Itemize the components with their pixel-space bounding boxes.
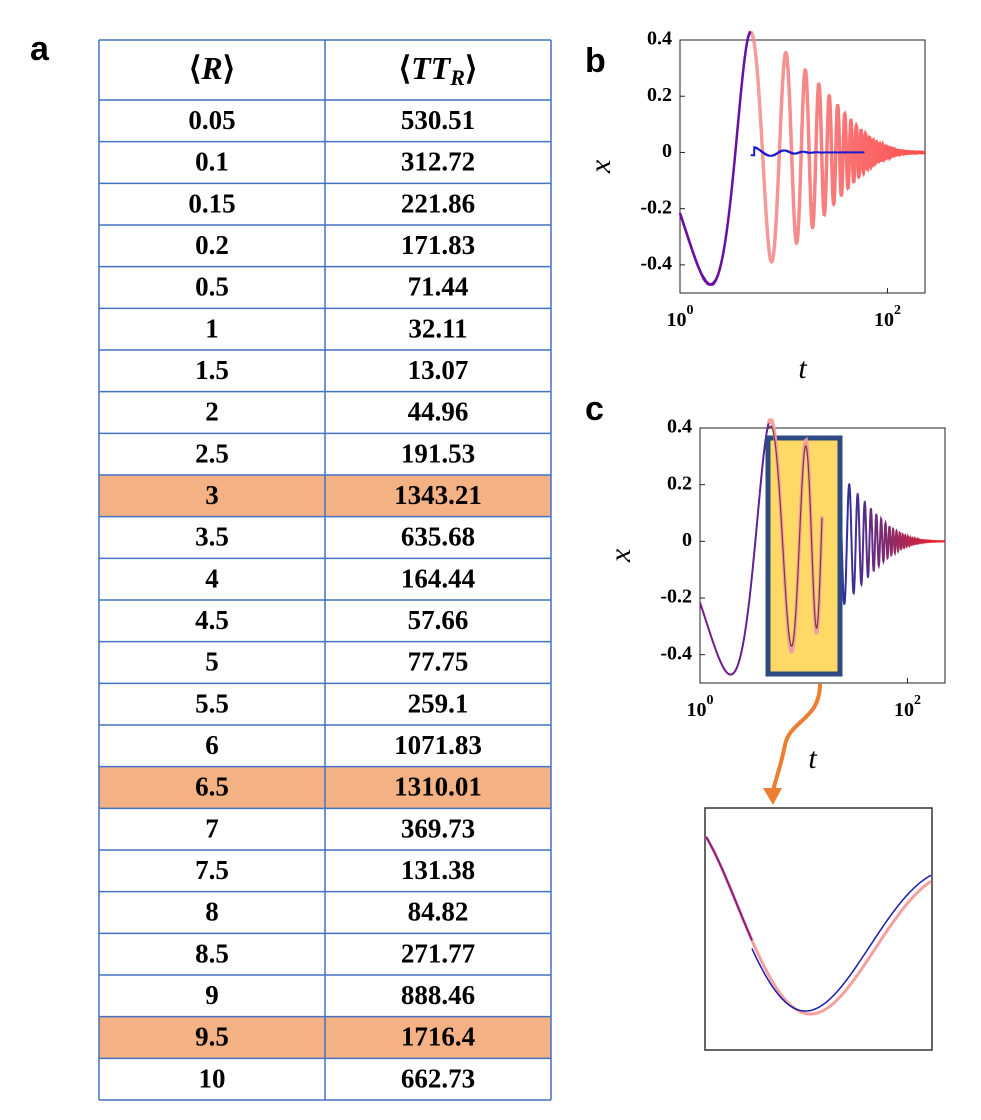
table-cell: 312.72 — [401, 147, 475, 177]
tick-base: 10 — [687, 699, 707, 721]
y-tick-label: 0.2 — [647, 84, 672, 106]
arrow-head — [763, 788, 782, 805]
x-tick-label: 102 — [894, 693, 921, 720]
table-cell: 5 — [205, 647, 219, 677]
table-cell: 8.5 — [195, 938, 229, 968]
table-cell: 1071.83 — [394, 730, 482, 760]
y-tick-label: 0 — [662, 140, 672, 162]
table-cell: 369.73 — [401, 813, 475, 843]
table-cell: 4.5 — [195, 605, 229, 635]
table-cell: 271.77 — [401, 938, 475, 968]
tick-exp: 2 — [914, 693, 921, 708]
table-cell: 2.5 — [195, 438, 229, 468]
table-cell: 191.53 — [401, 438, 475, 468]
table-cell: 9.5 — [195, 1022, 229, 1052]
table-cell: 57.66 — [408, 605, 469, 635]
curve — [749, 30, 927, 264]
table-cell: 0.1 — [195, 147, 229, 177]
table-cell: 2 — [205, 397, 219, 427]
curve — [678, 30, 752, 286]
panel-label: b — [585, 42, 606, 80]
y-tick-label: 0.4 — [647, 28, 672, 50]
panel-label: c — [585, 390, 604, 428]
table-cell: 1716.4 — [401, 1022, 475, 1052]
header-part: ⟨ — [399, 50, 411, 86]
table-cell: 662.73 — [401, 1063, 475, 1093]
table-header: ⟨TTR⟩ — [399, 50, 478, 90]
x-axis-label: t — [798, 352, 807, 385]
header-part: R — [200, 50, 222, 86]
tick-exp: 0 — [687, 303, 694, 318]
table-cell: 171.83 — [401, 230, 475, 260]
header-part: ⟩ — [465, 50, 477, 86]
header-part: ⟩ — [223, 50, 235, 86]
y-tick-label: -0.2 — [640, 196, 672, 218]
y-tick-label: 0 — [682, 529, 692, 551]
table-cell: 13.07 — [408, 355, 469, 385]
y-tick-label: 0.4 — [667, 416, 692, 438]
table-cell: 77.75 — [408, 647, 469, 677]
header-part: R — [449, 65, 465, 90]
x-tick-label: 100 — [687, 693, 714, 720]
table-cell: 1 — [205, 313, 219, 343]
table-cell: 32.11 — [408, 313, 467, 343]
inset-frame — [704, 807, 933, 1051]
table-cell: 0.15 — [188, 188, 235, 218]
table-cell: 3 — [205, 480, 219, 510]
x-tick-label: 100 — [667, 303, 694, 330]
tick-base: 10 — [667, 309, 687, 331]
table-cell: 164.44 — [401, 563, 475, 593]
header-part: ⟨ — [189, 50, 201, 86]
table-cell: 259.1 — [408, 688, 469, 718]
table-cell: 10 — [199, 1063, 226, 1093]
table-cell: 131.38 — [401, 855, 475, 885]
table-cell: 3.5 — [195, 522, 229, 552]
table-cell: 7.5 — [195, 855, 229, 885]
arrow — [771, 683, 822, 793]
table-cell: 1.5 — [195, 355, 229, 385]
curve — [750, 146, 865, 157]
y-tick-label: 0.2 — [667, 472, 692, 494]
tick-exp: 2 — [894, 303, 901, 318]
y-axis-label: x — [604, 548, 637, 563]
table-cell: 221.86 — [401, 188, 475, 218]
table-cell: 7 — [205, 813, 219, 843]
table-cell: 1343.21 — [394, 480, 482, 510]
table-cell: 530.51 — [401, 105, 475, 135]
y-axis-label: x — [584, 159, 617, 174]
table-cell: 5.5 — [195, 688, 229, 718]
tick-exp: 0 — [707, 693, 714, 708]
tick-base: 10 — [874, 309, 894, 331]
curve — [768, 425, 823, 647]
table-cell: 0.5 — [195, 272, 229, 302]
table-cell: 84.82 — [408, 897, 469, 927]
table-cell: 44.96 — [408, 397, 469, 427]
table-cell: 71.44 — [408, 272, 469, 302]
table-cell: 635.68 — [401, 522, 475, 552]
tick-base: 10 — [894, 699, 914, 721]
table-cell: 1310.01 — [394, 772, 482, 802]
x-tick-label: 102 — [874, 303, 901, 330]
table-cell: 8 — [205, 897, 219, 927]
inset-curve — [705, 836, 753, 941]
table-cell: 0.2 — [195, 230, 229, 260]
table-cell: 4 — [205, 563, 219, 593]
table-cell: 0.05 — [188, 105, 235, 135]
y-tick-label: -0.4 — [660, 642, 692, 664]
table-cell: 6 — [205, 730, 219, 760]
table-cell: 888.46 — [401, 980, 475, 1010]
inset-curve — [751, 874, 932, 1012]
header-part: TT — [411, 50, 452, 86]
y-tick-label: -0.4 — [640, 252, 672, 274]
panel-label: a — [30, 30, 50, 68]
table-cell: 6.5 — [195, 772, 229, 802]
table-cell: 9 — [205, 980, 219, 1010]
x-axis-label: t — [808, 742, 817, 775]
table-header: ⟨R⟩ — [189, 50, 235, 86]
y-tick-label: -0.2 — [660, 586, 692, 608]
